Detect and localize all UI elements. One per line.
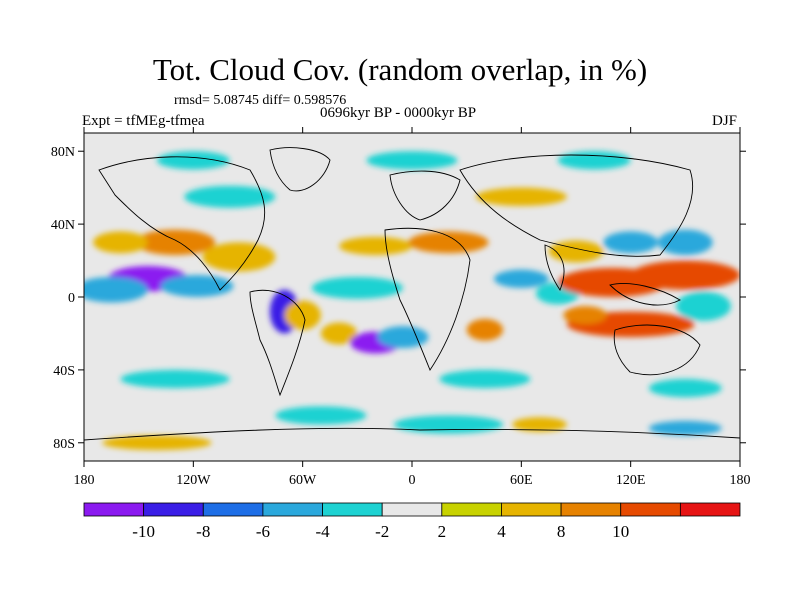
- coastline-asia: [459, 154, 694, 257]
- coastline-greenland: [269, 147, 331, 192]
- anomaly-patch: [339, 236, 412, 256]
- colorbar-swatch: [143, 502, 204, 517]
- map-area: 80N 40N 0 40S 80S 180 120W 60W 0 60E 120E 180: [51, 127, 751, 488]
- latitude-tick-label: 80S: [53, 437, 75, 452]
- colorbar-label: -4: [315, 522, 330, 541]
- colorbar-label: -2: [375, 522, 389, 541]
- colorbar-label: 2: [438, 522, 447, 541]
- anomaly-patch: [156, 151, 230, 170]
- longitude-ticks: 180 120W 60W 0 60E 120E 180: [74, 127, 751, 488]
- coastline-europe: [389, 170, 461, 221]
- colorbar-swatch: [501, 502, 562, 517]
- anomaly-patch: [557, 151, 631, 170]
- period-label: 0696kyr BP - 0000kyr BP: [320, 105, 477, 121]
- coastline-australia: [613, 324, 701, 376]
- colorbar-swatch: [620, 502, 681, 517]
- anomaly-patch: [284, 300, 321, 330]
- anomaly-patch: [512, 417, 567, 432]
- anomaly-patch: [493, 269, 549, 288]
- anomaly-patch: [275, 406, 367, 425]
- anomaly-patch: [393, 415, 504, 434]
- colorbar-swatch: [441, 502, 502, 517]
- anomaly-patch: [120, 369, 230, 389]
- colorbar: -10 -8 -6 -4 -2 2 4 8 10: [83, 502, 741, 541]
- anomaly-patch: [548, 240, 604, 263]
- anomaly-patch: [439, 369, 531, 389]
- coastline-africa: [384, 227, 471, 371]
- anomaly-patch: [563, 306, 607, 325]
- colorbar-label: -6: [256, 522, 270, 541]
- coastline-maritime-continent: [609, 283, 681, 306]
- stats-label: rmsd= 5.08745 diff= 0.598576: [174, 93, 347, 108]
- anomaly-patch: [377, 326, 429, 349]
- season-label: DJF: [712, 113, 738, 129]
- anomaly-patch: [84, 276, 148, 303]
- anomaly-patch: [160, 275, 234, 298]
- latitude-tick-label: 80N: [51, 145, 75, 160]
- colorbar-swatch: [202, 502, 264, 517]
- latitude-tick-label: 40N: [51, 218, 75, 233]
- longitude-tick-label: 180: [74, 473, 95, 488]
- longitude-tick-label: 120E: [616, 473, 646, 488]
- anomaly-field: [84, 151, 740, 451]
- longitude-tick-label: 60W: [289, 473, 317, 488]
- anomaly-patch: [648, 379, 722, 398]
- longitude-tick-label: 180: [730, 473, 751, 488]
- anomaly-patch: [648, 420, 722, 436]
- latitude-tick-label: 0: [68, 291, 75, 306]
- longitude-tick-label: 0: [409, 473, 416, 488]
- anomaly-patch: [676, 291, 731, 321]
- map-background: [84, 133, 740, 461]
- latitude-ticks: 80N 40N 0 40S 80S: [51, 145, 746, 452]
- colorbar-swatch: [83, 502, 145, 517]
- anomaly-patch: [93, 231, 148, 254]
- anomaly-patch: [408, 231, 489, 254]
- colorbar-swatch: [322, 502, 383, 517]
- anomaly-patch: [102, 435, 212, 451]
- colorbar-swatch: [679, 502, 741, 517]
- anomaly-patch: [475, 187, 567, 206]
- anomaly-patch: [184, 185, 276, 208]
- colorbar-label: 8: [557, 522, 566, 541]
- colorbar-label: -8: [196, 522, 210, 541]
- anomaly-patch: [366, 151, 458, 170]
- anomaly-patch: [466, 318, 504, 341]
- anomaly-patch: [658, 229, 713, 256]
- experiment-label: Expt = tfMEg-tfmea: [82, 113, 205, 129]
- anomaly-patch: [320, 322, 358, 345]
- latitude-tick-label: 40S: [53, 364, 75, 379]
- longitude-tick-label: 60E: [510, 473, 533, 488]
- coastline-south-america: [249, 289, 306, 397]
- coastline-north-america: [98, 156, 266, 291]
- coastline-india: [544, 244, 565, 291]
- anomaly-patch: [202, 242, 276, 272]
- colorbar-label: -10: [132, 522, 155, 541]
- anomaly-patch: [630, 260, 740, 290]
- colorbar-label: 10: [612, 522, 629, 541]
- coastlines: [84, 147, 740, 441]
- coastline-antarctica: [84, 427, 740, 441]
- colorbar-label: 4: [497, 522, 506, 541]
- anomaly-patch: [135, 229, 216, 256]
- anomaly-patch: [603, 231, 659, 254]
- chart-title: Tot. Cloud Cov. (random overlap, in %): [152, 52, 648, 87]
- colorbar-swatch: [262, 502, 323, 517]
- anomaly-patch: [311, 276, 403, 299]
- longitude-tick-label: 120W: [176, 473, 211, 488]
- colorbar-swatch: [381, 502, 443, 517]
- colorbar-swatch: [560, 502, 622, 517]
